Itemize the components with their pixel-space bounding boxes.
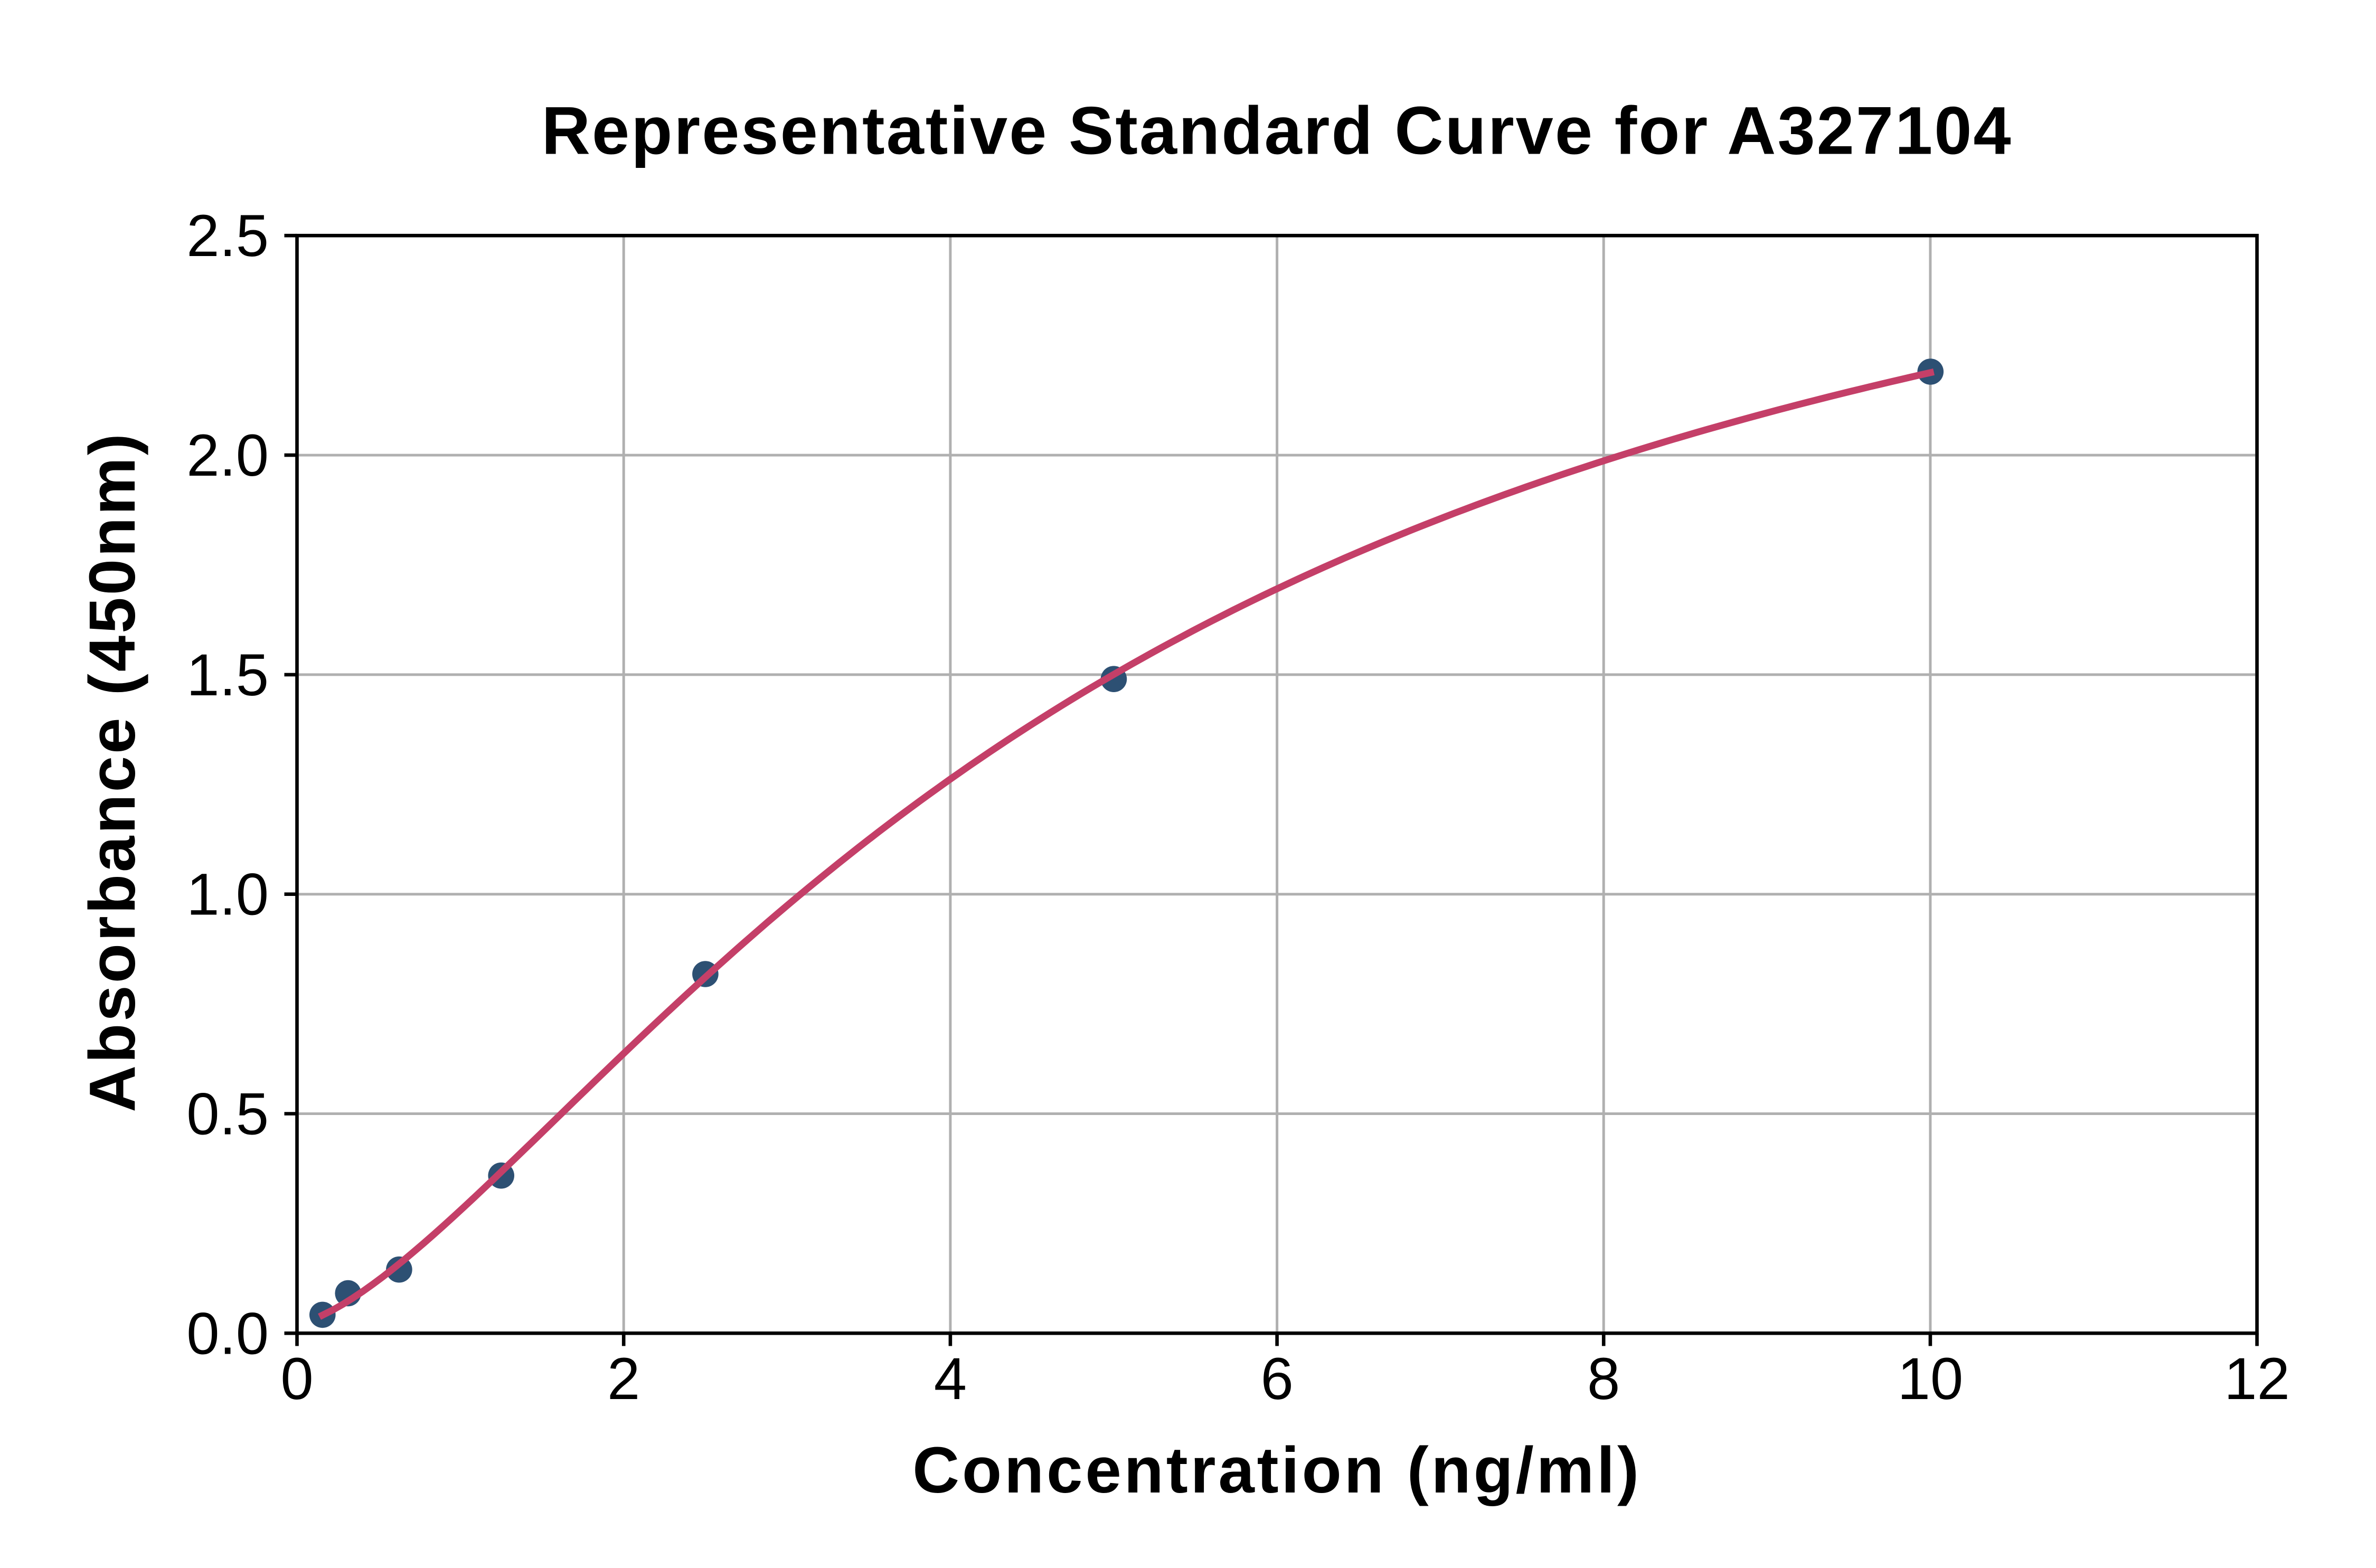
svg-text:Representative Standard Curve: Representative Standard Curve for A32710… [542,93,2013,169]
svg-text:1.0: 1.0 [186,862,269,928]
svg-text:2.0: 2.0 [186,422,269,488]
svg-text:12: 12 [2224,1346,2290,1412]
svg-text:0: 0 [280,1346,313,1412]
svg-text:Concentration (ng/ml): Concentration (ng/ml) [912,1434,1642,1507]
svg-text:4: 4 [934,1346,967,1412]
svg-text:8: 8 [1587,1346,1620,1412]
svg-text:Absorbance (450nm): Absorbance (450nm) [77,431,149,1112]
svg-text:2.5: 2.5 [186,203,269,269]
svg-text:10: 10 [1898,1346,1964,1412]
svg-text:1.5: 1.5 [186,642,269,708]
svg-text:6: 6 [1260,1346,1293,1412]
svg-text:0.0: 0.0 [186,1300,269,1366]
svg-text:0.5: 0.5 [186,1081,269,1147]
svg-text:2: 2 [607,1346,640,1412]
